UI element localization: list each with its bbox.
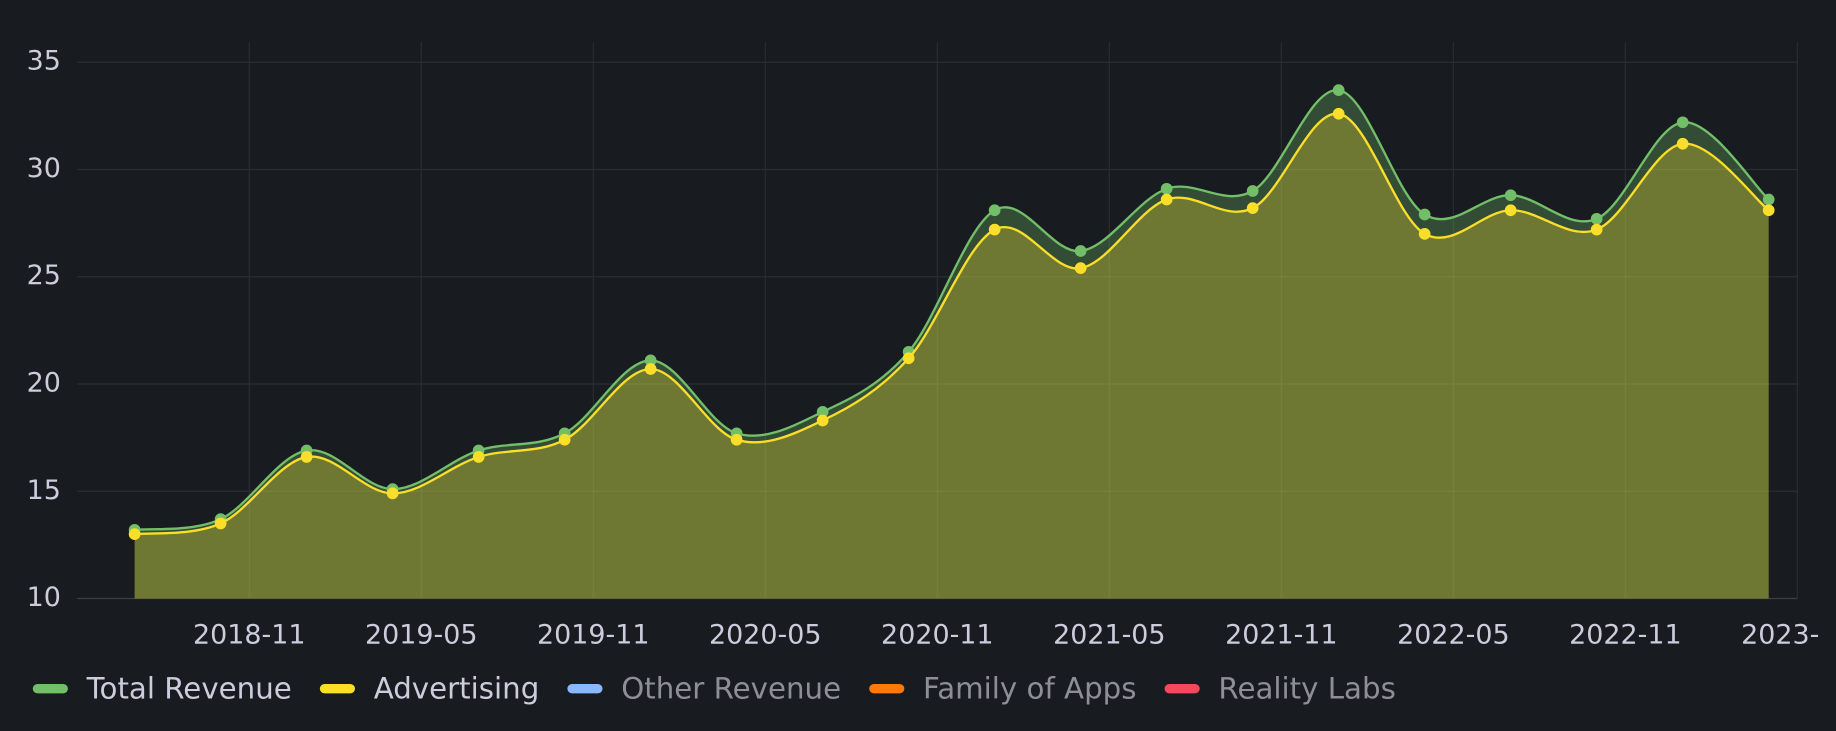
- line: [134, 112, 1770, 536]
- legend-swatch: [869, 683, 905, 694]
- point: [1246, 185, 1259, 197]
- area: [134, 113, 1769, 599]
- legend-swatch: [319, 683, 355, 694]
- x-axis: 2018-11 2019-05 2019-11 2020-05 2020-11 2021-…: [193, 619, 1836, 650]
- point: [472, 451, 485, 463]
- point: [128, 528, 141, 541]
- x-tick-label: 2021-05: [1053, 619, 1166, 650]
- x-tick-label: 2019-11: [537, 619, 650, 650]
- legend-swatch: [567, 683, 603, 694]
- point: [1418, 227, 1431, 240]
- legend-label[interactable]: Other Revenue: [621, 671, 841, 705]
- point: [1160, 182, 1173, 195]
- legend-swatch: [32, 683, 68, 694]
- grid: 10 15 20 25 30 35: [27, 42, 1798, 613]
- point: [1590, 223, 1603, 236]
- point: [1074, 245, 1087, 257]
- y-tick-label: 20: [27, 368, 61, 399]
- point: [1074, 262, 1087, 275]
- point: [1676, 116, 1689, 129]
- point: [1504, 189, 1517, 202]
- x-tick-label: 2020-11: [881, 619, 994, 650]
- point: [1160, 193, 1173, 206]
- point: [1762, 204, 1775, 217]
- point: [1332, 84, 1345, 96]
- legend-label[interactable]: Reality Labs: [1218, 671, 1395, 705]
- x-tick-label: 2021-11: [1225, 619, 1338, 650]
- plot: [128, 84, 1775, 599]
- y-tick-label: 15: [27, 475, 61, 506]
- legend-label[interactable]: Advertising: [374, 671, 540, 705]
- x-tick-label: 2018-11: [193, 619, 306, 650]
- legend-swatch: [1164, 683, 1200, 694]
- point: [816, 414, 829, 427]
- y-tick-label: 25: [27, 260, 61, 291]
- x-tick-label: 2020-05: [709, 619, 822, 650]
- point: [386, 487, 399, 500]
- point: [1332, 107, 1345, 120]
- area: [134, 89, 1769, 599]
- point: [988, 223, 1001, 236]
- y-tick-label: 10: [27, 582, 61, 613]
- legend-label[interactable]: Total Revenue: [86, 671, 292, 705]
- point: [730, 433, 743, 446]
- point: [214, 517, 227, 530]
- point: [1762, 193, 1775, 206]
- legend: Total Revenue Advertising Other Revenue Fam…: [32, 671, 1396, 705]
- point: [1418, 208, 1431, 221]
- point: [1504, 204, 1517, 217]
- point: [300, 451, 313, 463]
- x-tick-label: 2022-11: [1569, 619, 1682, 650]
- point: [644, 354, 657, 367]
- x-tick-label: 2023-05: [1741, 619, 1836, 650]
- point: [988, 204, 1001, 217]
- point: [558, 433, 571, 446]
- point: [816, 406, 829, 418]
- x-tick-label: 2022-05: [1397, 619, 1509, 650]
- y-tick-label: 30: [27, 153, 61, 184]
- point: [644, 363, 657, 375]
- x-tick-label: 2019-05: [365, 619, 478, 650]
- point: [1676, 137, 1689, 150]
- point: [1246, 202, 1259, 214]
- point: [1590, 212, 1603, 225]
- y-tick-label: 35: [27, 46, 61, 77]
- point: [902, 352, 915, 365]
- legend-label[interactable]: Family of Apps: [923, 671, 1136, 705]
